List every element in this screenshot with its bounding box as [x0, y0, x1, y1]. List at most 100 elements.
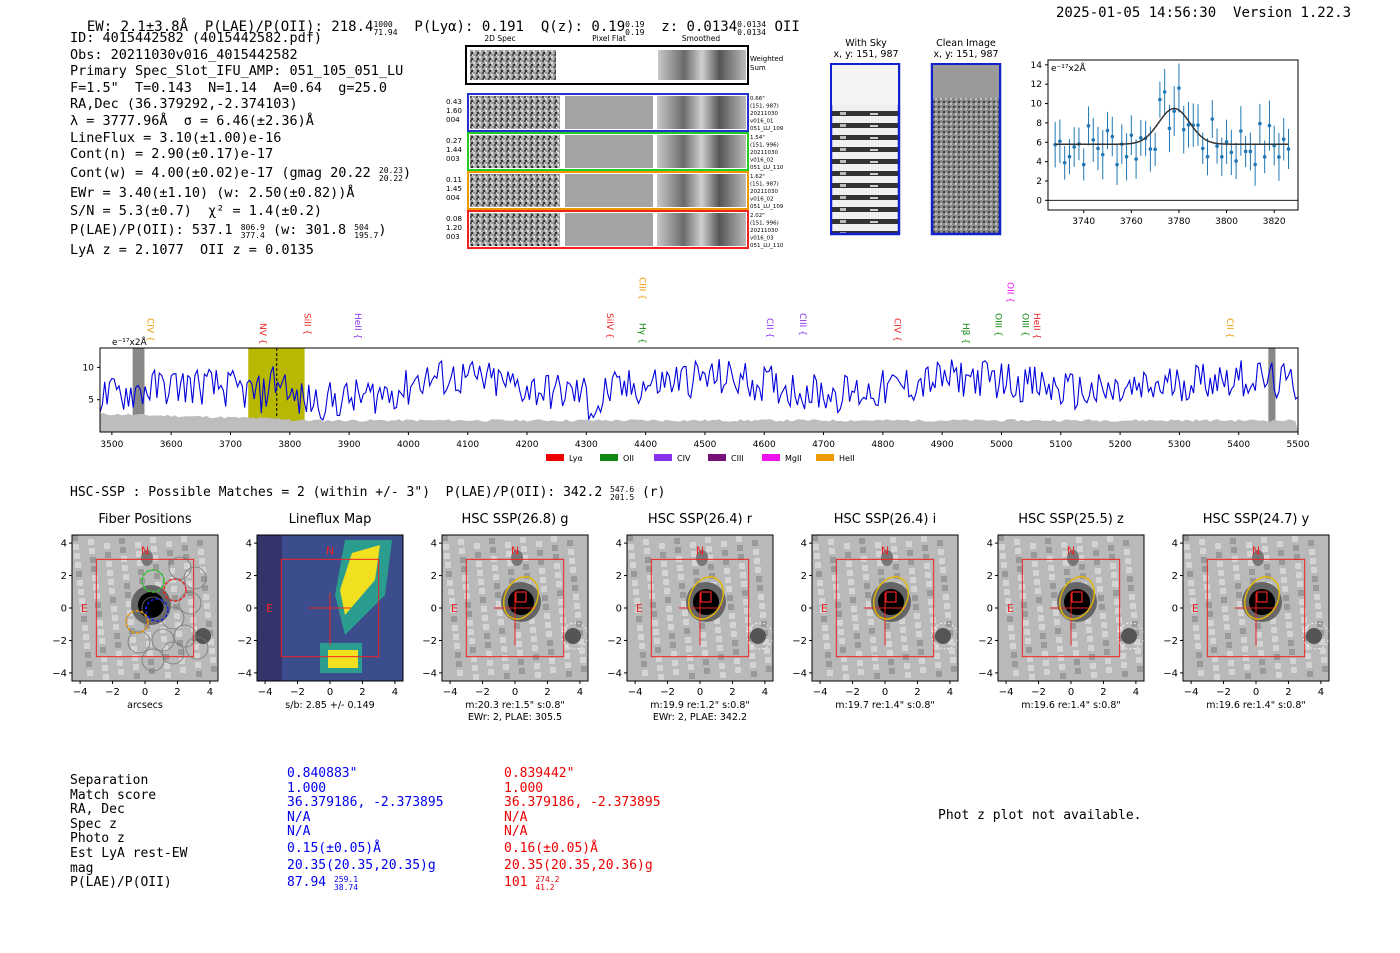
image-noise-pixel: [1212, 656, 1218, 662]
image-noise-pixel: [687, 655, 693, 661]
cutout-row-right-value: v016_03: [750, 236, 774, 242]
image-noise-pixel: [1073, 650, 1079, 656]
fit-data-point: [1181, 127, 1186, 132]
image-noise-pixel: [930, 617, 936, 623]
emission-line-text: Hγ {: [637, 323, 647, 344]
image-noise-pixel: [94, 593, 100, 599]
image-noise-pixel: [893, 564, 899, 570]
image-noise-pixel: [1116, 617, 1122, 623]
image-noise-pixel: [834, 593, 840, 599]
neighbor-source: [565, 628, 581, 644]
image-panel-plot: N E −4 −2 0 2 4 4 2 0 −2 −4 m:19.7 re:1.4" s:0.8": [792, 534, 959, 711]
image-noise-pixel: [737, 545, 743, 551]
image-noise-pixel: [90, 557, 96, 563]
with-sky-coords: x, y: 151, 987: [833, 49, 899, 60]
fit-data-point: [1148, 147, 1153, 151]
emission-line-label: CIII {: [797, 313, 807, 336]
image-noise-pixel: [1193, 625, 1199, 631]
fiber-circle: [173, 624, 197, 648]
image-noise-pixel: [459, 548, 465, 554]
image-noise-pixel: [1292, 536, 1298, 542]
image-noise-pixel: [1137, 666, 1143, 672]
image-noise-pixel: [1262, 546, 1268, 552]
image-noise-pixel: [148, 659, 154, 665]
image-noise-pixel: [739, 563, 745, 569]
image-noise-pixel: [1279, 559, 1285, 565]
image-noise-pixel: [932, 635, 938, 641]
fit-data-point: [1239, 129, 1243, 133]
fit-data-point: [1067, 154, 1072, 159]
image-noise-pixel: [1100, 613, 1106, 619]
image-noise-pixel: [1099, 604, 1105, 610]
fit-data-point: [1139, 136, 1143, 140]
m2-plae-row: 101 274.2 41.2: [504, 875, 661, 892]
image-ytick-label: −2: [52, 636, 67, 647]
cutout-col-smoothed: Smoothed: [682, 34, 721, 43]
image-noise-pixel: [825, 652, 831, 658]
image-xtick-label: −2: [660, 687, 675, 698]
image-ytick-label: 0: [431, 604, 437, 615]
image-xtick-label: −2: [1216, 687, 1231, 698]
image-noise-pixel: [1260, 668, 1266, 674]
image-noise-pixel: [1283, 595, 1289, 601]
image-noise-pixel: [1259, 659, 1265, 665]
image-noise-pixel: [1190, 598, 1196, 604]
cutout-row-right-value: (151, 996): [750, 143, 779, 149]
cutout-2dspec: [470, 96, 560, 129]
with-sky-title: With Sky: [845, 38, 887, 49]
image-noise-pixel: [499, 628, 505, 634]
image-noise-pixel: [879, 578, 885, 584]
image-noise-pixel: [1206, 602, 1212, 608]
image-noise-pixel: [1074, 659, 1080, 665]
fiber-circle: [141, 596, 165, 620]
image-noise-pixel: [85, 652, 91, 658]
faint-source: [696, 550, 708, 566]
image-noise-pixel: [124, 583, 130, 589]
image-noise-pixel: [1287, 631, 1293, 637]
image-noise-pixel: [458, 539, 464, 545]
image-noise-pixel: [637, 625, 643, 631]
emission-line-label: CIII {: [637, 277, 647, 300]
image-noise-pixel: [870, 637, 876, 643]
image-noise-pixel: [208, 639, 214, 645]
image-noise-pixel: [474, 543, 480, 549]
image-noise-pixel: [1321, 657, 1327, 663]
fit-data-point: [1277, 155, 1281, 159]
image-noise-pixel: [729, 613, 735, 619]
north-label: N: [881, 544, 889, 557]
image-noise-pixel: [815, 562, 821, 568]
legend-swatch: [654, 454, 672, 461]
image-noise-pixel: [838, 629, 844, 635]
header-z: z: 0.0134: [661, 19, 738, 35]
image-noise-pixel: [1246, 542, 1252, 548]
image-noise-pixel: [671, 651, 677, 657]
cutout-row-left-value: 004: [446, 115, 460, 124]
contw-hi: 20.23: [378, 165, 403, 175]
spec-xtick-label: 3900: [338, 440, 361, 450]
image-noise-pixel: [751, 671, 757, 677]
image-noise-pixel: [1105, 658, 1111, 664]
image-noise-pixel: [1236, 592, 1242, 598]
image-noise-pixel: [936, 671, 942, 677]
east-label: E: [81, 602, 88, 615]
image-xtick-label: 0: [327, 687, 333, 698]
image-noise-pixel: [1285, 613, 1291, 619]
image-noise-pixel: [850, 597, 856, 603]
image-noise-pixel: [1293, 545, 1299, 551]
m1-plae-lo: 38.74: [333, 883, 359, 893]
image-noise-pixel: [1077, 546, 1083, 552]
label-mag: mag: [70, 860, 94, 876]
image-noise-pixel: [1078, 555, 1084, 561]
image-noise-pixel: [927, 590, 933, 596]
image-noise-pixel: [1054, 619, 1060, 625]
image-noise-pixel: [672, 660, 678, 666]
image-noise-pixel: [1022, 611, 1028, 617]
image-noise-pixel: [1281, 577, 1287, 583]
image-ytick-label: −4: [607, 668, 622, 679]
image-noise-pixel: [646, 566, 652, 572]
image-noise-pixel: [553, 554, 559, 560]
image-noise-pixel: [1197, 661, 1203, 667]
image-ytick-label: 4: [1172, 539, 1178, 550]
match-marker: [1256, 591, 1268, 603]
